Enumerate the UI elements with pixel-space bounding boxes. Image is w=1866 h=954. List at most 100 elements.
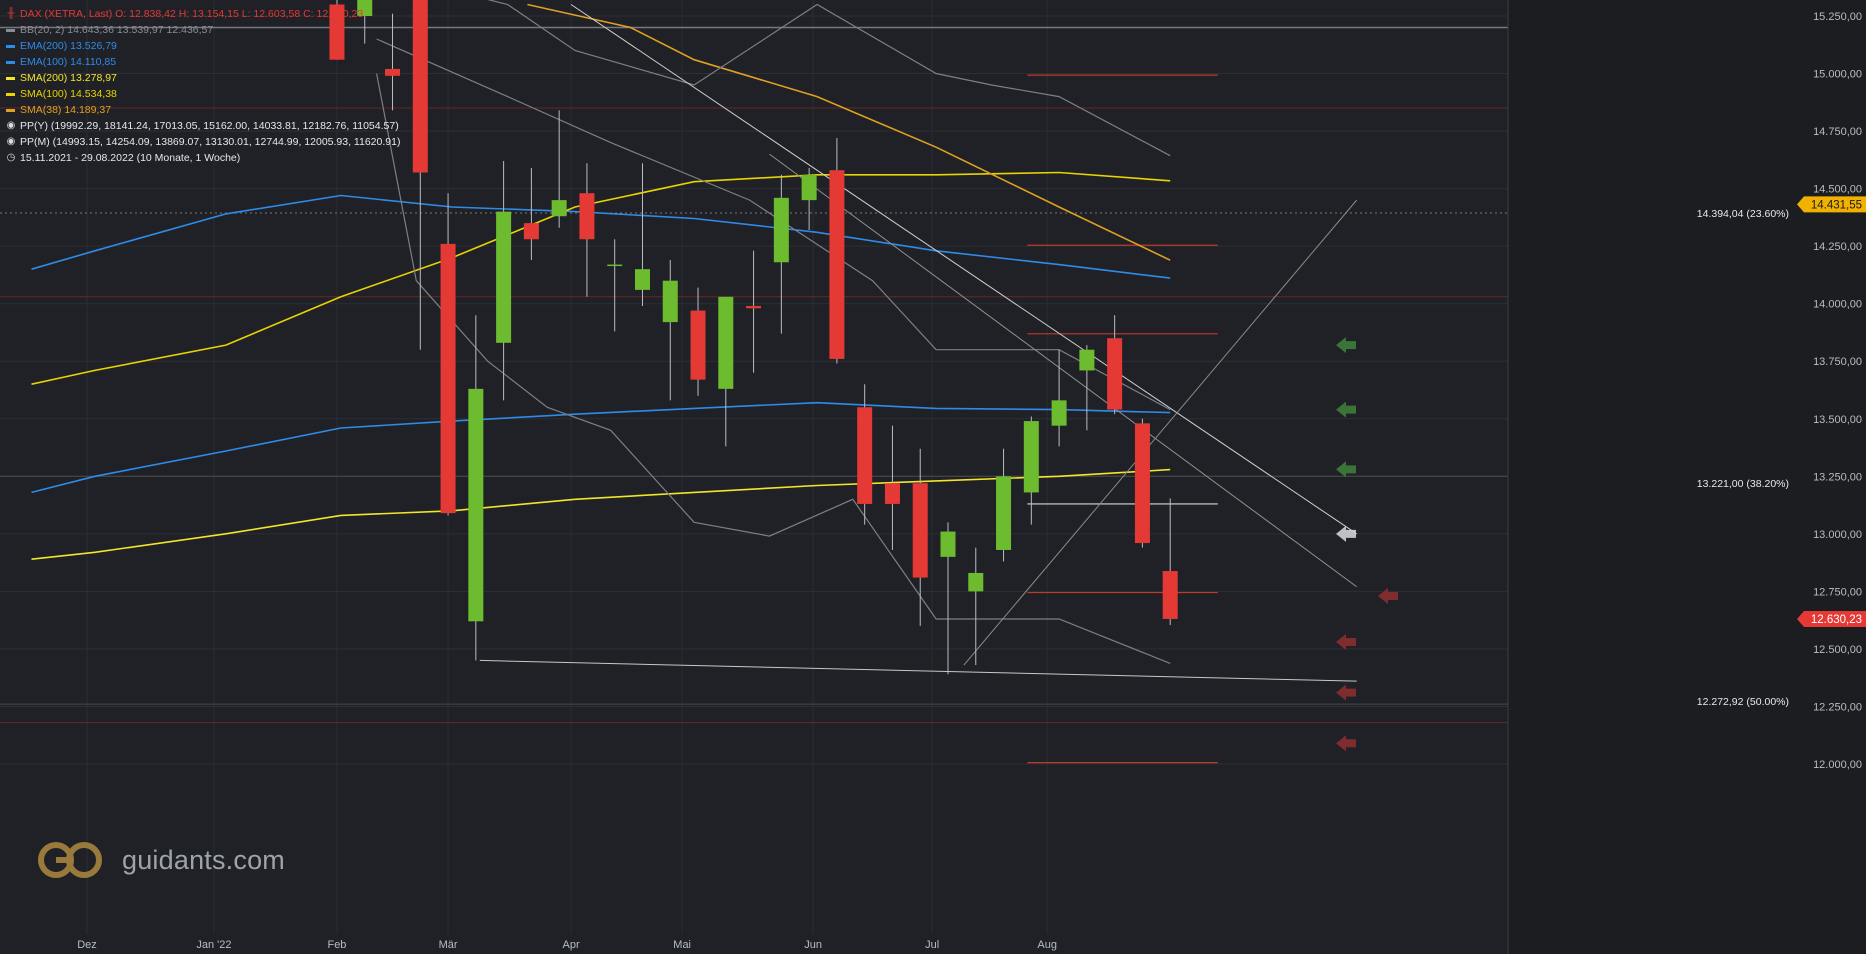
last-price-badge-bg bbox=[1797, 610, 1866, 627]
series-line bbox=[527, 3, 1171, 261]
series-line bbox=[31, 171, 1171, 385]
x-tick-label: Aug bbox=[1037, 939, 1057, 951]
indicator-lines bbox=[31, 0, 1171, 664]
candle-body bbox=[662, 280, 678, 323]
candle-body bbox=[496, 211, 512, 343]
price-axis: 15.250,00 15.000,00 14.750,00 14.500,00 14.2… bbox=[1507, 0, 1866, 954]
y-tick-label: 14.250,00 bbox=[1813, 241, 1862, 253]
candle-body bbox=[996, 476, 1012, 550]
candle-body bbox=[607, 264, 623, 267]
candle-body bbox=[1162, 571, 1178, 619]
y-tick-label: 12.250,00 bbox=[1813, 701, 1862, 713]
brand-text: guidants.com bbox=[122, 844, 285, 875]
target-icon: ◉ bbox=[6, 136, 16, 147]
candle-body bbox=[1023, 421, 1039, 493]
series-line bbox=[31, 194, 1171, 279]
candle-body bbox=[1051, 400, 1067, 426]
candle-body bbox=[551, 200, 567, 217]
candle-body bbox=[968, 572, 984, 592]
series-line bbox=[376, 38, 1171, 411]
series-line bbox=[31, 401, 1171, 494]
legend-sma200[interactable]: SMA(200) 13.278,97 bbox=[6, 70, 400, 86]
legend-bb[interactable]: BB(20, 2) 14.643,36 13.539,97 12.436,57 bbox=[6, 22, 400, 38]
instrument-ohlc: DAX (XETRA, Last) O: 12.838,42 H: 13.154… bbox=[20, 8, 364, 20]
legend-period-label: 15.11.2021 - 29.08.2022 (10 Monate, 1 Wo… bbox=[20, 152, 241, 164]
candle-body bbox=[718, 296, 734, 389]
y-tick-label: 15.250,00 bbox=[1813, 11, 1862, 23]
legend-period: ◷ 15.11.2021 - 29.08.2022 (10 Monate, 1 … bbox=[6, 150, 400, 166]
trend-line bbox=[479, 659, 1357, 682]
y-tick-label: 12.750,00 bbox=[1813, 586, 1862, 598]
legend-bb-label: BB(20, 2) 14.643,36 13.539,97 12.436,57 bbox=[20, 24, 214, 36]
candle-body bbox=[385, 68, 401, 76]
candle-body bbox=[773, 197, 789, 263]
legend-sma38[interactable]: SMA(38) 14.189,37 bbox=[6, 102, 400, 118]
candle-body bbox=[440, 243, 456, 514]
brand-watermark: guidants.com bbox=[36, 838, 285, 882]
candle-body bbox=[468, 388, 484, 622]
y-tick-label: 14.750,00 bbox=[1813, 126, 1862, 138]
legend-pp-year-label: PP(Y) (19992.29, 18141.24, 17013.05, 151… bbox=[20, 120, 399, 132]
sma200-swatch bbox=[6, 76, 15, 80]
candle-body bbox=[801, 174, 817, 201]
candlestick-icon: ╫ bbox=[7, 8, 15, 19]
y-tick-label: 12.500,00 bbox=[1813, 644, 1862, 656]
fib-label: 12.272,92 (50.00%) bbox=[1697, 696, 1789, 708]
candle-body bbox=[329, 4, 345, 60]
series-line bbox=[31, 468, 1171, 560]
x-tick-label: Jan '22 bbox=[196, 939, 231, 951]
candle-body bbox=[690, 310, 706, 380]
bb-swatch bbox=[6, 28, 15, 32]
x-tick-label: Jun bbox=[804, 939, 822, 951]
y-tick-label: 15.000,00 bbox=[1813, 69, 1862, 81]
signal-arrow bbox=[1336, 634, 1356, 651]
y-tick-label: 13.250,00 bbox=[1813, 471, 1862, 483]
candle-body bbox=[1079, 349, 1095, 371]
chart-legend: ╫ DAX (XETRA, Last) O: 12.838,42 H: 13.1… bbox=[6, 6, 400, 166]
ema200-swatch bbox=[6, 44, 15, 48]
series-line bbox=[376, 73, 1171, 664]
legend-ema200[interactable]: EMA(200) 13.526,79 bbox=[6, 38, 400, 54]
series-line bbox=[487, 0, 1171, 157]
y-tick-label: 13.500,00 bbox=[1813, 414, 1862, 426]
signal-arrow bbox=[1336, 525, 1356, 542]
signal-arrows bbox=[1336, 337, 1398, 752]
legend-ema100[interactable]: EMA(100) 14.110,85 bbox=[6, 54, 400, 70]
y-tick-label: 13.750,00 bbox=[1813, 356, 1862, 368]
y-tick-label: 14.000,00 bbox=[1813, 299, 1862, 311]
candle-body bbox=[829, 170, 845, 359]
fib-price-badge-bg bbox=[1797, 196, 1866, 213]
candle-body bbox=[412, 0, 428, 173]
candle-body bbox=[579, 193, 595, 240]
trend-line bbox=[769, 153, 1357, 588]
trend-lines bbox=[479, 4, 1358, 682]
guidants-logo-icon bbox=[38, 842, 102, 878]
signal-arrow bbox=[1336, 684, 1356, 701]
signal-arrow bbox=[1336, 461, 1356, 478]
legend-sma100[interactable]: SMA(100) 14.534,38 bbox=[6, 86, 400, 102]
legend-sma200-label: SMA(200) 13.278,97 bbox=[20, 72, 117, 84]
legend-ema100-label: EMA(100) 14.110,85 bbox=[20, 56, 117, 68]
ema100-swatch bbox=[6, 60, 15, 64]
candle-body bbox=[857, 407, 873, 504]
fib-label: 13.221,00 (38.20%) bbox=[1697, 478, 1789, 490]
x-tick-label: Mai bbox=[673, 939, 691, 951]
candle-body bbox=[357, 0, 373, 17]
candle-body bbox=[1107, 338, 1123, 410]
sma100-swatch bbox=[6, 92, 15, 96]
last-price-badge-text: 12.630,23 bbox=[1811, 614, 1862, 626]
legend-pp-month[interactable]: ◉ PP(M) (14993.15, 14254.09, 13869.07, 1… bbox=[6, 134, 401, 150]
fib-price-badge-text: 14.431,55 bbox=[1811, 199, 1862, 211]
legend-pp-year[interactable]: ◉ PP(Y) (19992.29, 18141.24, 17013.05, 1… bbox=[6, 118, 400, 134]
instrument-header: ╫ DAX (XETRA, Last) O: 12.838,42 H: 13.1… bbox=[6, 6, 400, 22]
candle-body bbox=[884, 483, 900, 504]
candle-body bbox=[746, 305, 762, 309]
fib-label: 14.394,04 (23.60%) bbox=[1697, 208, 1789, 220]
y-tick-label: 12.000,00 bbox=[1813, 759, 1862, 771]
y-tick-label: 13.000,00 bbox=[1813, 529, 1862, 541]
target-icon: ◉ bbox=[6, 120, 16, 131]
price-axis-panel bbox=[1508, 0, 1866, 954]
candle-body bbox=[523, 223, 539, 240]
signal-arrow bbox=[1336, 401, 1356, 418]
